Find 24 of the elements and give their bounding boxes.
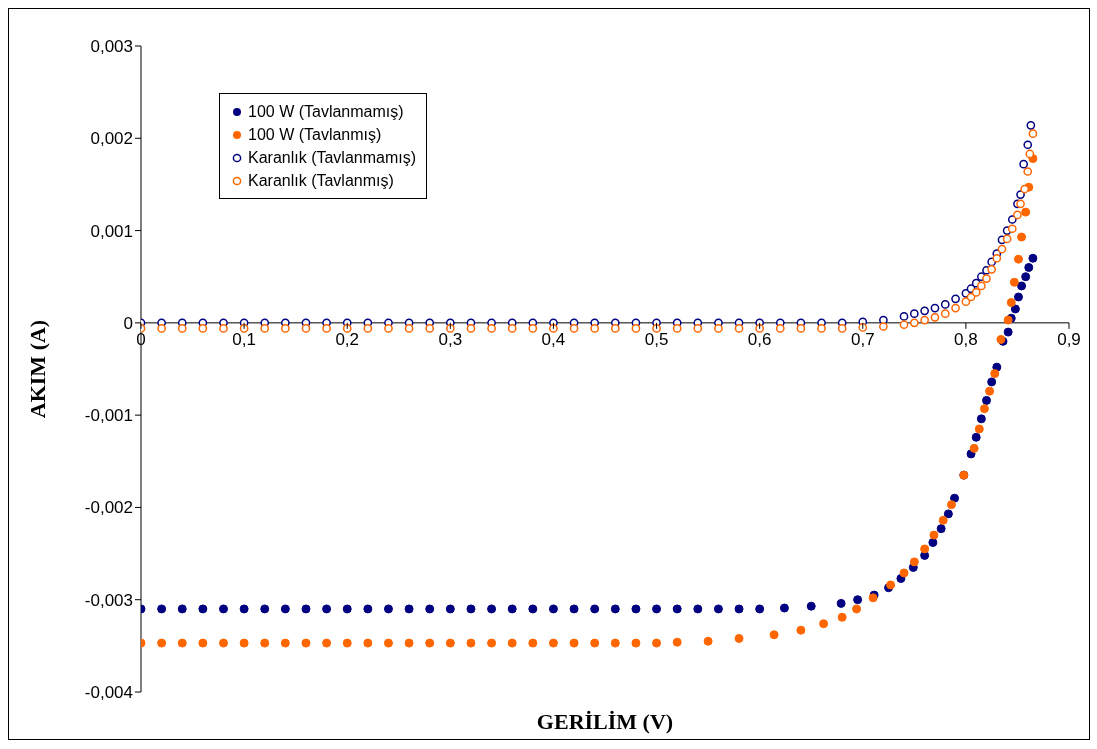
legend-label: 100 W (Tavlanmış): [248, 125, 382, 144]
y-axis-title: AKIM (A): [24, 319, 50, 419]
y-tick-label: -0,001: [84, 406, 133, 426]
y-tick-label: -0,004: [84, 683, 133, 703]
x-tick-label: 0,5: [644, 329, 669, 349]
legend-label: Karanlık (Tavlanmamış): [248, 148, 417, 167]
y-tick-label: 0,003: [90, 37, 133, 57]
legend-label: Karanlık (Tavlanmış): [248, 171, 394, 190]
x-tick-label: 0,7: [850, 329, 875, 349]
x-tick-label: 0,6: [747, 329, 772, 349]
y-tick-label: 0,001: [90, 221, 133, 241]
x-tick-label: 0,2: [335, 329, 360, 349]
x-tick-label: 0,1: [232, 329, 256, 349]
x-tick-label: 0: [136, 329, 146, 349]
x-tick-label: 0,9: [1057, 329, 1081, 349]
y-tick-label: -0,002: [84, 498, 133, 518]
x-tick-label: 0,4: [541, 329, 566, 349]
x-axis-title: GERİLİM (V): [535, 709, 675, 735]
x-tick-label: 0,3: [438, 329, 463, 349]
x-tick-label: 0,8: [954, 329, 978, 349]
legend-label: 100 W (Tavlanmamış): [248, 102, 404, 121]
y-tick-label: 0,002: [90, 129, 133, 149]
y-tick-label: 0: [123, 313, 133, 333]
y-tick-label: -0,003: [84, 590, 133, 610]
